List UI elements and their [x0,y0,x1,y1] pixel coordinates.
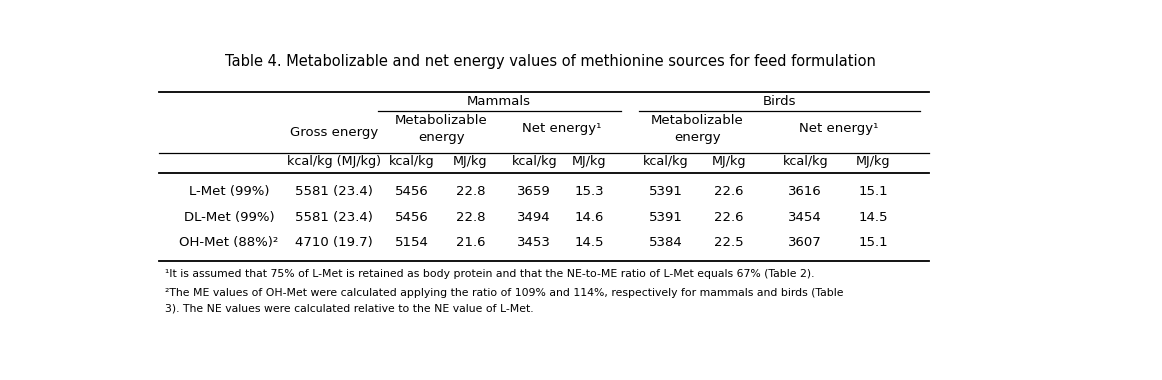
Text: 14.5: 14.5 [859,211,888,224]
Text: DL-Met (99%): DL-Met (99%) [184,211,274,224]
Text: 5456: 5456 [395,211,429,224]
Text: Net energy¹: Net energy¹ [799,122,878,136]
Text: MJ/kg: MJ/kg [572,155,607,168]
Text: 15.1: 15.1 [858,236,888,249]
Text: kcal/kg (MJ/kg): kcal/kg (MJ/kg) [287,155,381,168]
Text: 3616: 3616 [789,185,823,198]
Text: 5391: 5391 [648,185,683,198]
Text: 3453: 3453 [517,236,551,249]
Text: MJ/kg: MJ/kg [453,155,488,168]
Text: MJ/kg: MJ/kg [855,155,890,168]
Text: kcal/kg: kcal/kg [389,155,435,168]
Text: 15.3: 15.3 [574,185,604,198]
Text: 22.5: 22.5 [713,236,744,249]
Text: 22.6: 22.6 [715,211,744,224]
Text: L-Met (99%): L-Met (99%) [188,185,270,198]
Text: ²The ME values of OH-Met were calculated applying the ratio of 109% and 114%, re: ²The ME values of OH-Met were calculated… [165,288,844,298]
Text: OH-Met (88%)²: OH-Met (88%)² [179,236,279,249]
Text: kcal/kg: kcal/kg [643,155,689,168]
Text: kcal/kg: kcal/kg [782,155,829,168]
Text: 5384: 5384 [648,236,682,249]
Text: ¹It is assumed that 75% of L-Met is retained as body protein and that the NE-to-: ¹It is assumed that 75% of L-Met is reta… [165,269,815,279]
Text: 15.1: 15.1 [858,185,888,198]
Text: kcal/kg: kcal/kg [511,155,557,168]
Text: Net energy¹: Net energy¹ [522,122,602,136]
Text: 5154: 5154 [395,236,429,249]
Text: 5581 (23.4): 5581 (23.4) [295,185,373,198]
Text: 4710 (19.7): 4710 (19.7) [295,236,373,249]
Text: 3659: 3659 [517,185,551,198]
Text: 5391: 5391 [648,211,683,224]
Text: 14.5: 14.5 [574,236,604,249]
Text: 3607: 3607 [789,236,823,249]
Text: 5456: 5456 [395,185,429,198]
Text: MJ/kg: MJ/kg [711,155,746,168]
Text: 5581 (23.4): 5581 (23.4) [295,211,373,224]
Text: Table 4. Metabolizable and net energy values of methionine sources for feed form: Table 4. Metabolizable and net energy va… [225,54,876,69]
Text: 3494: 3494 [517,211,551,224]
Text: Birds: Birds [762,95,796,108]
Text: Metabolizable
energy: Metabolizable energy [651,114,744,144]
Text: Metabolizable
energy: Metabolizable energy [395,114,487,144]
Text: Mammals: Mammals [467,95,531,108]
Text: 21.6: 21.6 [456,236,485,249]
Text: 22.8: 22.8 [456,185,485,198]
Text: 22.6: 22.6 [715,185,744,198]
Text: 3). The NE values were calculated relative to the NE value of L-Met.: 3). The NE values were calculated relati… [165,304,533,314]
Text: 3454: 3454 [789,211,823,224]
Text: Gross energy: Gross energy [290,126,379,139]
Text: 22.8: 22.8 [456,211,485,224]
Text: 14.6: 14.6 [574,211,604,224]
